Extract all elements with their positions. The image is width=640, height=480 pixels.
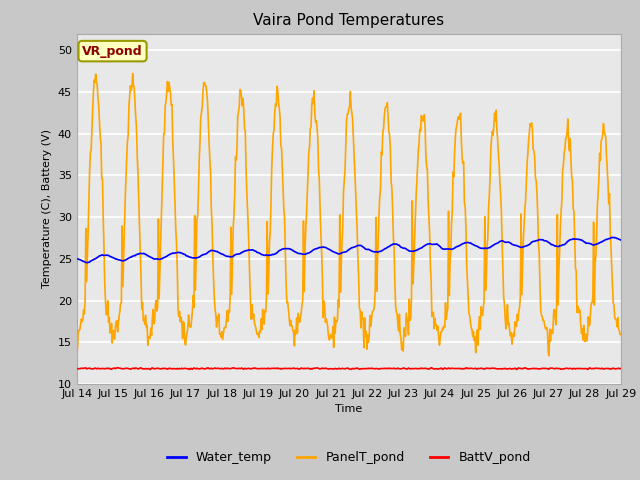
Legend: Water_temp, PanelT_pond, BattV_pond: Water_temp, PanelT_pond, BattV_pond <box>162 446 536 469</box>
Title: Vaira Pond Temperatures: Vaira Pond Temperatures <box>253 13 444 28</box>
X-axis label: Time: Time <box>335 405 362 414</box>
Text: VR_pond: VR_pond <box>82 45 143 58</box>
Y-axis label: Temperature (C), Battery (V): Temperature (C), Battery (V) <box>42 129 52 288</box>
